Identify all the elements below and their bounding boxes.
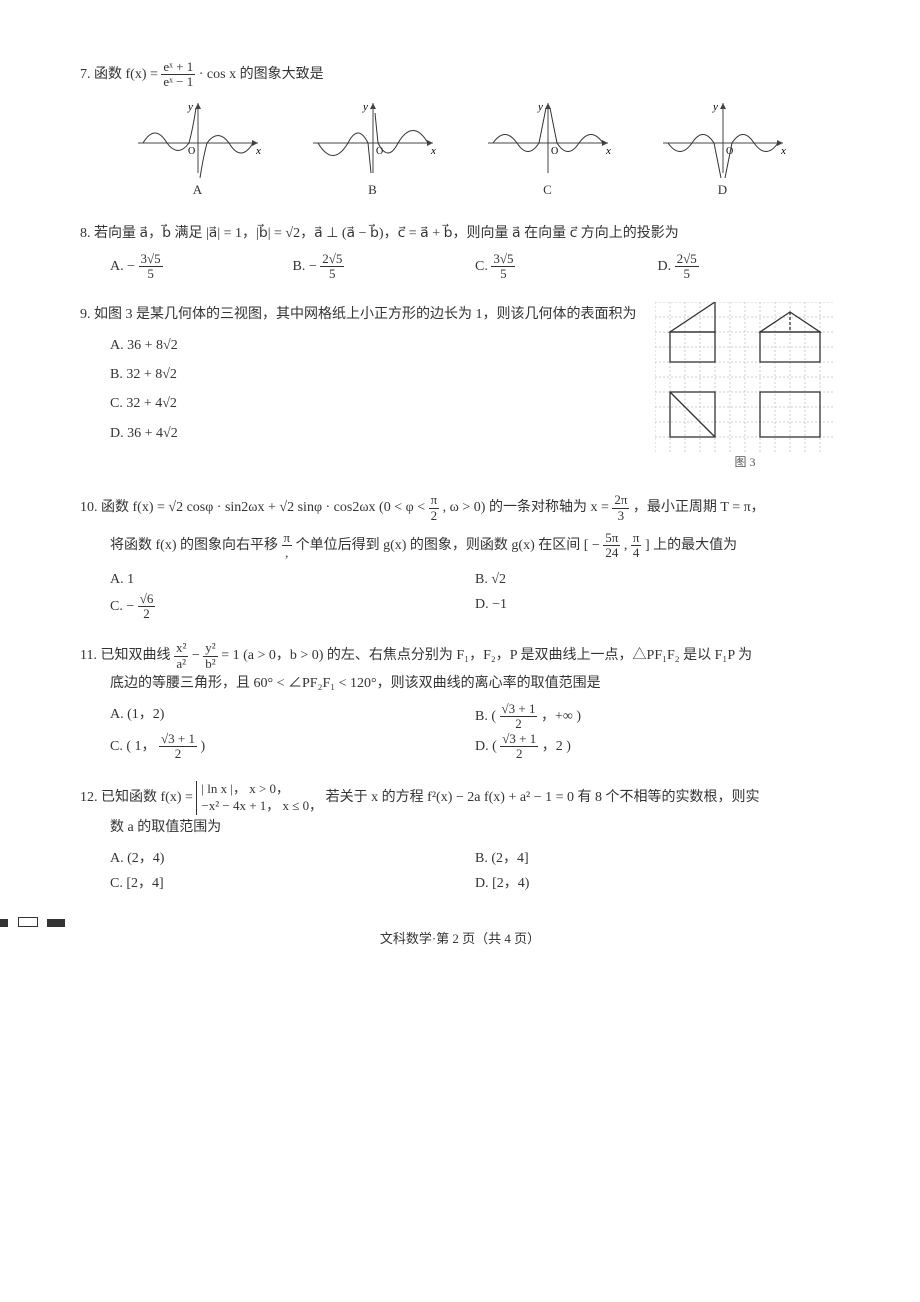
option-a: A. (2，4) bbox=[110, 846, 475, 871]
option-a: A. (1，2) bbox=[110, 702, 475, 732]
question-8: 8. 若向量 a⃗，b⃗ 满足 |a⃗| = 1，|b⃗| = √2，a⃗ ⊥ … bbox=[80, 221, 840, 282]
stem-text: 已知双曲线 bbox=[100, 648, 174, 663]
option-d: D. 36 + 4√2 bbox=[110, 421, 650, 446]
fig-label: D bbox=[658, 178, 788, 201]
question-12: 12. 已知函数 f(x) = | ln x |， x > 0， −x² − 4… bbox=[80, 781, 840, 896]
stem-text: 将函数 f(x) 的图象向右平移 bbox=[110, 538, 282, 553]
option-d: D. 2√55 bbox=[658, 252, 841, 282]
option-c: C. [2，4] bbox=[110, 871, 475, 896]
q7-figures: x y O A x y O B bbox=[110, 98, 810, 201]
page-markers bbox=[0, 911, 65, 936]
q7-fig-b: x y O B bbox=[308, 98, 438, 201]
three-view-svg bbox=[655, 302, 835, 452]
option-a: A. − 3√55 bbox=[110, 252, 293, 282]
option-a: A. 1 bbox=[110, 567, 475, 592]
option-c: C. − √62 bbox=[110, 592, 475, 622]
svg-text:y: y bbox=[187, 101, 193, 113]
stem-text: 个单位后得到 g(x) 的图象，则函数 g(x) 在区间 [ − bbox=[296, 538, 604, 553]
stem-text: 函数 f(x) = bbox=[94, 67, 161, 82]
option-b: B. (2，4] bbox=[475, 846, 840, 871]
stem-text: , bbox=[624, 538, 631, 553]
stem-text: , ω > 0) 的一条对称轴为 x = bbox=[443, 500, 613, 515]
svg-text:x: x bbox=[605, 145, 611, 157]
svg-text:O: O bbox=[551, 146, 558, 157]
fig-label: A bbox=[133, 178, 263, 201]
svg-text:O: O bbox=[376, 146, 383, 157]
stem-text: ，最小正周期 T = π， bbox=[633, 500, 765, 515]
option-a: A. 36 + 8√2 bbox=[110, 333, 650, 358]
q7-fig-d: x y O D bbox=[658, 98, 788, 201]
option-c: C. 3√55 bbox=[475, 252, 658, 282]
fraction: eˣ + 1 eˣ − 1 bbox=[161, 60, 195, 90]
svg-text:O: O bbox=[188, 146, 195, 157]
question-number: 10. bbox=[80, 500, 98, 515]
option-d: D. −1 bbox=[475, 592, 840, 622]
stem-text: = 1 (a > 0，b > 0) 的左、右焦点分别为 F₁，F₂，P 是双曲线… bbox=[221, 648, 752, 663]
question-number: 11. bbox=[80, 648, 97, 663]
graph-b-svg: x y O bbox=[308, 98, 438, 178]
stem-text: 已知函数 f(x) = bbox=[101, 790, 196, 805]
stem-text: 底边的等腰三角形，且 60° < ∠PF₂F₁ < 120°，则该双曲线的离心率… bbox=[110, 671, 840, 696]
question-number: 8. bbox=[80, 226, 91, 241]
stem-text: 若向量 a⃗，b⃗ 满足 |a⃗| = 1，|b⃗| = √2，a⃗ ⊥ (a⃗… bbox=[94, 226, 679, 241]
stem-text: 如图 3 是某几何体的三视图，其中网格纸上小正方形的边长为 1，则该几何体的表面… bbox=[94, 307, 637, 322]
option-c: C. 32 + 4√2 bbox=[110, 391, 650, 416]
question-7: 7. 函数 f(x) = eˣ + 1 eˣ − 1 · cos x 的图象大致… bbox=[80, 60, 840, 201]
graph-d-svg: x y O bbox=[658, 98, 788, 178]
option-d: D. ( √3 + 12 ，2 ) bbox=[475, 732, 840, 762]
page-footer: 文科数学·第 2 页（共 4 页） bbox=[80, 927, 840, 950]
stem-text: 函数 f(x) = √2 cosφ · sin2ωx + √2 sinφ · c… bbox=[101, 500, 429, 515]
option-b: B. − 2√55 bbox=[293, 252, 476, 282]
stem-text: 数 a 的取值范围为 bbox=[110, 815, 840, 840]
q9-figure: 图 3 bbox=[650, 302, 840, 474]
figure-caption: 图 3 bbox=[650, 452, 840, 474]
question-number: 12. bbox=[80, 790, 98, 805]
svg-text:y: y bbox=[712, 101, 718, 113]
svg-text:x: x bbox=[255, 145, 261, 157]
option-b: B. √2 bbox=[475, 567, 840, 592]
stem-text: 若关于 x 的方程 f²(x) − 2a f(x) + a² − 1 = 0 有… bbox=[326, 790, 760, 805]
stem-text: − bbox=[192, 648, 203, 663]
piecewise: | ln x |， x > 0， −x² − 4x + 1， x ≤ 0， bbox=[196, 781, 322, 815]
svg-text:y: y bbox=[362, 101, 368, 113]
stem-text: · cos x 的图象大致是 bbox=[199, 67, 324, 82]
question-number: 7. bbox=[80, 67, 91, 82]
fig-label: B bbox=[308, 178, 438, 201]
option-b: B. 32 + 8√2 bbox=[110, 362, 650, 387]
svg-text:x: x bbox=[430, 145, 436, 157]
question-9: 9. 如图 3 是某几何体的三视图，其中网格纸上小正方形的边长为 1，则该几何体… bbox=[80, 302, 840, 474]
fig-label: C bbox=[483, 178, 613, 201]
question-10: 10. 函数 f(x) = √2 cosφ · sin2ωx + √2 sinφ… bbox=[80, 493, 840, 621]
question-11: 11. 已知双曲线 x²a² − y²b² = 1 (a > 0，b > 0) … bbox=[80, 641, 840, 761]
graph-a-svg: x y O bbox=[133, 98, 263, 178]
q7-fig-c: x y O C bbox=[483, 98, 613, 201]
question-number: 9. bbox=[80, 307, 91, 322]
option-c: C. ( 1， √3 + 12 ) bbox=[110, 732, 475, 762]
option-d: D. [2，4) bbox=[475, 871, 840, 896]
stem-text: ] 上的最大值为 bbox=[645, 538, 737, 553]
option-b: B. ( √3 + 12 ，+∞ ) bbox=[475, 702, 840, 732]
graph-c-svg: x y O bbox=[483, 98, 613, 178]
q7-fig-a: x y O A bbox=[133, 98, 263, 201]
svg-text:x: x bbox=[780, 145, 786, 157]
svg-text:y: y bbox=[537, 101, 543, 113]
